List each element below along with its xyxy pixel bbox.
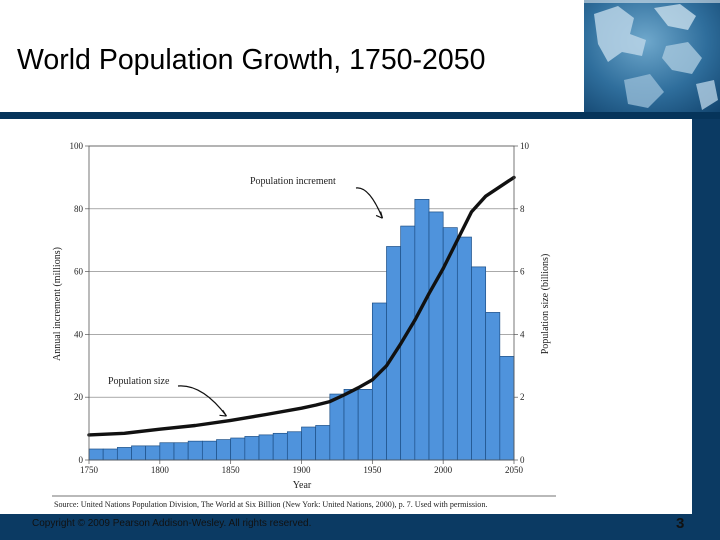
increment-bars — [88, 199, 515, 461]
x-tick-label-1950: 1950 — [363, 465, 382, 475]
bar-1870 — [258, 434, 274, 461]
bar-1940 — [357, 389, 373, 461]
annotation-size-label: Population size — [108, 376, 170, 387]
bar-1820 — [187, 440, 203, 461]
right-sidebar-band — [692, 119, 720, 514]
bar-1910 — [315, 425, 331, 461]
annotation-population-increment: Population increment — [250, 176, 384, 219]
bar-2030 — [485, 312, 501, 461]
bar-2010 — [456, 236, 472, 461]
bar-1990 — [428, 211, 444, 461]
slide-title: World Population Growth, 1750-2050 — [17, 44, 486, 76]
copyright-notice: Copyright © 2009 Pearson Addison-Wesley.… — [32, 518, 312, 529]
bar-1830 — [201, 440, 217, 461]
source-note: Source: United Nations Population Divisi… — [54, 500, 487, 509]
bar-1750 — [88, 448, 104, 461]
bar-1950 — [371, 302, 387, 461]
bar-1850 — [230, 437, 246, 461]
y-axis-label: Annual increment (millions) — [52, 247, 63, 361]
y2-tick-label-2: 2 — [520, 392, 525, 402]
bar-1810 — [173, 442, 189, 461]
x-tick-label-2050: 2050 — [505, 465, 524, 475]
y2-axis-label: Population size (billions) — [540, 254, 551, 355]
annotation-population-size: Population size — [108, 376, 228, 417]
bar-1880 — [272, 432, 288, 461]
x-tick-label-1750: 1750 — [80, 465, 99, 475]
population-size-line — [87, 175, 516, 437]
bar-1980 — [414, 199, 430, 461]
slide-number: 3 — [676, 515, 685, 532]
bar-1900 — [301, 426, 317, 461]
bar-2020 — [471, 266, 487, 461]
y-tick-label-60: 60 — [74, 267, 84, 277]
y2-tick-label-10: 10 — [520, 141, 530, 151]
x-tick-label-1800: 1800 — [151, 465, 170, 475]
axis-ticks: 0 20 40 60 80 100 0 2 4 6 8 10 1750 1800 1850 1900 1950 2… — [70, 141, 530, 475]
population-curve — [87, 175, 516, 437]
y2-tick-label-4: 4 — [520, 329, 525, 339]
bar-1800 — [159, 442, 175, 461]
bar-1860 — [244, 436, 260, 461]
annotation-increment-label: Population increment — [250, 176, 336, 187]
y-tick-label-40: 40 — [74, 329, 84, 339]
x-tick-label-2000: 2000 — [434, 465, 453, 475]
x-axis-label: Year — [293, 480, 312, 491]
bar-1790 — [145, 445, 161, 461]
x-tick-label-1850: 1850 — [222, 465, 241, 475]
world-map-image — [584, 0, 720, 118]
y2-tick-label-8: 8 — [520, 204, 525, 214]
bar-1920 — [329, 393, 345, 461]
y-tick-label-20: 20 — [74, 392, 84, 402]
y-tick-label-100: 100 — [70, 141, 84, 151]
annotation-size-arrow — [177, 385, 228, 417]
y-tick-label-80: 80 — [74, 204, 84, 214]
bar-1770 — [116, 447, 132, 461]
annotation-increment-arrow — [355, 187, 384, 219]
footer-band — [0, 514, 720, 540]
header-rule — [0, 112, 720, 119]
bar-1760 — [102, 448, 118, 461]
bar-1840 — [216, 439, 232, 461]
population-chart: 0 20 40 60 80 100 0 2 4 6 8 10 1750 1800 1850 1900 1950 2… — [52, 141, 556, 509]
bar-2040 — [499, 356, 515, 461]
bar-1930 — [343, 389, 359, 461]
bar-1890 — [286, 431, 302, 461]
bar-1780 — [131, 445, 147, 461]
y2-tick-label-0: 0 — [520, 455, 525, 465]
y-tick-label-0: 0 — [79, 455, 84, 465]
x-tick-label-1900: 1900 — [293, 465, 312, 475]
y2-tick-label-6: 6 — [520, 267, 525, 277]
